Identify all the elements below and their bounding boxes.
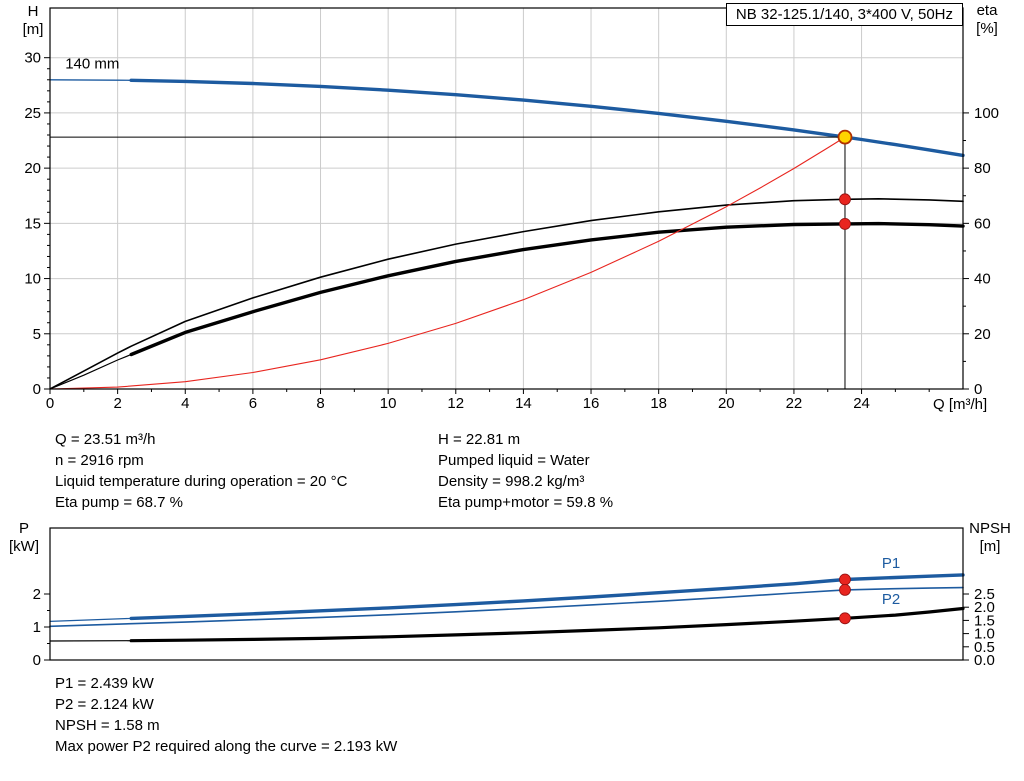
y2-tick-label: 0.5: [974, 639, 995, 656]
y-tick-label: 2: [33, 586, 41, 603]
x-tick-label: 22: [786, 395, 803, 412]
result-flow: Q = 23.51 m³/h: [55, 431, 156, 448]
x-tick-label: 10: [380, 395, 397, 412]
curve-p2-curve: [49, 586, 964, 628]
result-npsh: NPSH = 1.58 m: [55, 717, 160, 734]
x-tick-label: 20: [718, 395, 735, 412]
result-pumped-liquid: Pumped liquid = Water: [438, 452, 590, 469]
x-tick-label: 18: [650, 395, 667, 412]
y-tick-label: 15: [24, 215, 41, 232]
curve-p1-curve: [129, 573, 965, 621]
npsh-axis-symbol: NPSH: [969, 520, 1011, 537]
h-axis-label: H [m]: [12, 3, 54, 39]
p1-marker: [839, 573, 851, 586]
y-tick-label: 25: [24, 105, 41, 122]
eta-axis-symbol: eta: [976, 2, 998, 19]
q-axis-label: Q [m³/h]: [933, 396, 988, 413]
y-tick-label: 30: [24, 50, 41, 67]
eta-axis-unit: [%]: [976, 20, 998, 37]
p2-marker: [839, 584, 851, 596]
curve-pump-curve-140mm: [129, 78, 965, 158]
operating-data-left: Q = 23.51 m³/h n = 2916 rpm Liquid tempe…: [55, 429, 347, 513]
power-npsh-chart: 0 1 2 0.00.51.01.52.02.5 P1 P2: [33, 527, 995, 669]
npsh-axis-label: NPSH [m]: [962, 520, 1018, 556]
power-npsh-results: P1 = 2.439 kW P2 = 2.124 kW NPSH = 1.58 …: [55, 673, 397, 757]
y2-tick-label: 0.0: [974, 652, 995, 669]
y-tick-label: 10: [24, 271, 41, 288]
pump-model-title: NB 32-125.1/140, 3*400 V, 50Hz: [725, 3, 963, 26]
y2-tick-label: 1.5: [974, 612, 995, 629]
eta-axis-label: eta [%]: [964, 2, 1010, 38]
y2-tick-label: 80: [974, 160, 991, 177]
eta-pump-motor-marker: [839, 217, 851, 230]
result-p2: P2 = 2.124 kW: [55, 696, 154, 713]
y-tick-label: 0: [33, 652, 41, 669]
x-tick-label: 0: [46, 395, 54, 412]
curve-eta-pump-motor: [49, 353, 132, 390]
y2-tick-label: 60: [974, 215, 991, 232]
p-axis-unit: [kW]: [9, 538, 39, 555]
result-p1: P1 = 2.439 kW: [55, 675, 154, 692]
x-tick-label: 6: [249, 395, 257, 412]
x-tick-label: 2: [113, 395, 121, 412]
result-head: H = 22.81 m: [438, 431, 521, 448]
x-tick-label: 24: [853, 395, 870, 412]
result-eta-pump: Eta pump = 68.7 %: [55, 494, 183, 511]
result-density: Density = 998.2 kg/m³: [438, 473, 585, 490]
result-eta-pump-motor: Eta pump+motor = 59.8 %: [438, 494, 614, 511]
curve-eta-pump-motor: [129, 221, 965, 357]
y2-tick-label: 2.0: [974, 599, 995, 616]
impeller-size-label: 140 mm: [65, 56, 119, 73]
y-tick-label: 5: [33, 326, 41, 343]
x-tick-label: 4: [181, 395, 189, 412]
x-tick-label: 16: [583, 395, 600, 412]
duty-point[interactable]: [837, 129, 853, 145]
curve-system-curve: [49, 136, 846, 390]
npsh-marker: [839, 612, 851, 625]
curve-p1-curve: [49, 617, 132, 623]
y2-tick-label: 2.5: [974, 586, 995, 603]
y2-tick-label: 100: [974, 105, 999, 122]
y2-tick-label: 40: [974, 271, 991, 288]
p-axis-label: P [kW]: [2, 520, 46, 556]
x-tick-label: 8: [316, 395, 324, 412]
result-speed: n = 2916 rpm: [55, 452, 144, 469]
result-max-power: Max power P2 required along the curve = …: [55, 738, 398, 755]
y-tick-label: 1: [33, 619, 41, 636]
y2-tick-label: 0: [974, 381, 982, 398]
npsh-axis-unit: [m]: [979, 538, 1001, 555]
p-axis-symbol: P: [18, 520, 29, 537]
x-tick-label: 14: [515, 395, 532, 412]
curve-npsh-curve: [129, 606, 965, 643]
y2-tick-label: 20: [974, 326, 991, 343]
plot-border: [49, 7, 964, 390]
curve-eta-pump: [49, 198, 964, 390]
operating-data-right: H = 22.81 m Pumped liquid = Water Densit…: [438, 429, 613, 513]
p1-curve-label: P1: [882, 555, 900, 572]
y2-tick-label: 1.0: [974, 626, 995, 643]
y-tick-label: 0: [33, 381, 41, 398]
y-tick-label: 20: [24, 160, 41, 177]
qh-eta-chart: 0 2 4 6 8 10 12 14 16 18 20 22 240510152025300204060…: [24, 7, 999, 412]
h-axis-unit: [m]: [22, 21, 44, 38]
h-axis-symbol: H: [27, 3, 39, 20]
result-liquid-temperature: Liquid temperature during operation = 20…: [55, 473, 348, 490]
eta-pump-marker: [839, 193, 851, 206]
x-tick-label: 12: [447, 395, 464, 412]
p2-curve-label: P2: [882, 591, 900, 608]
curve-pump-curve-140mm: [49, 79, 132, 81]
